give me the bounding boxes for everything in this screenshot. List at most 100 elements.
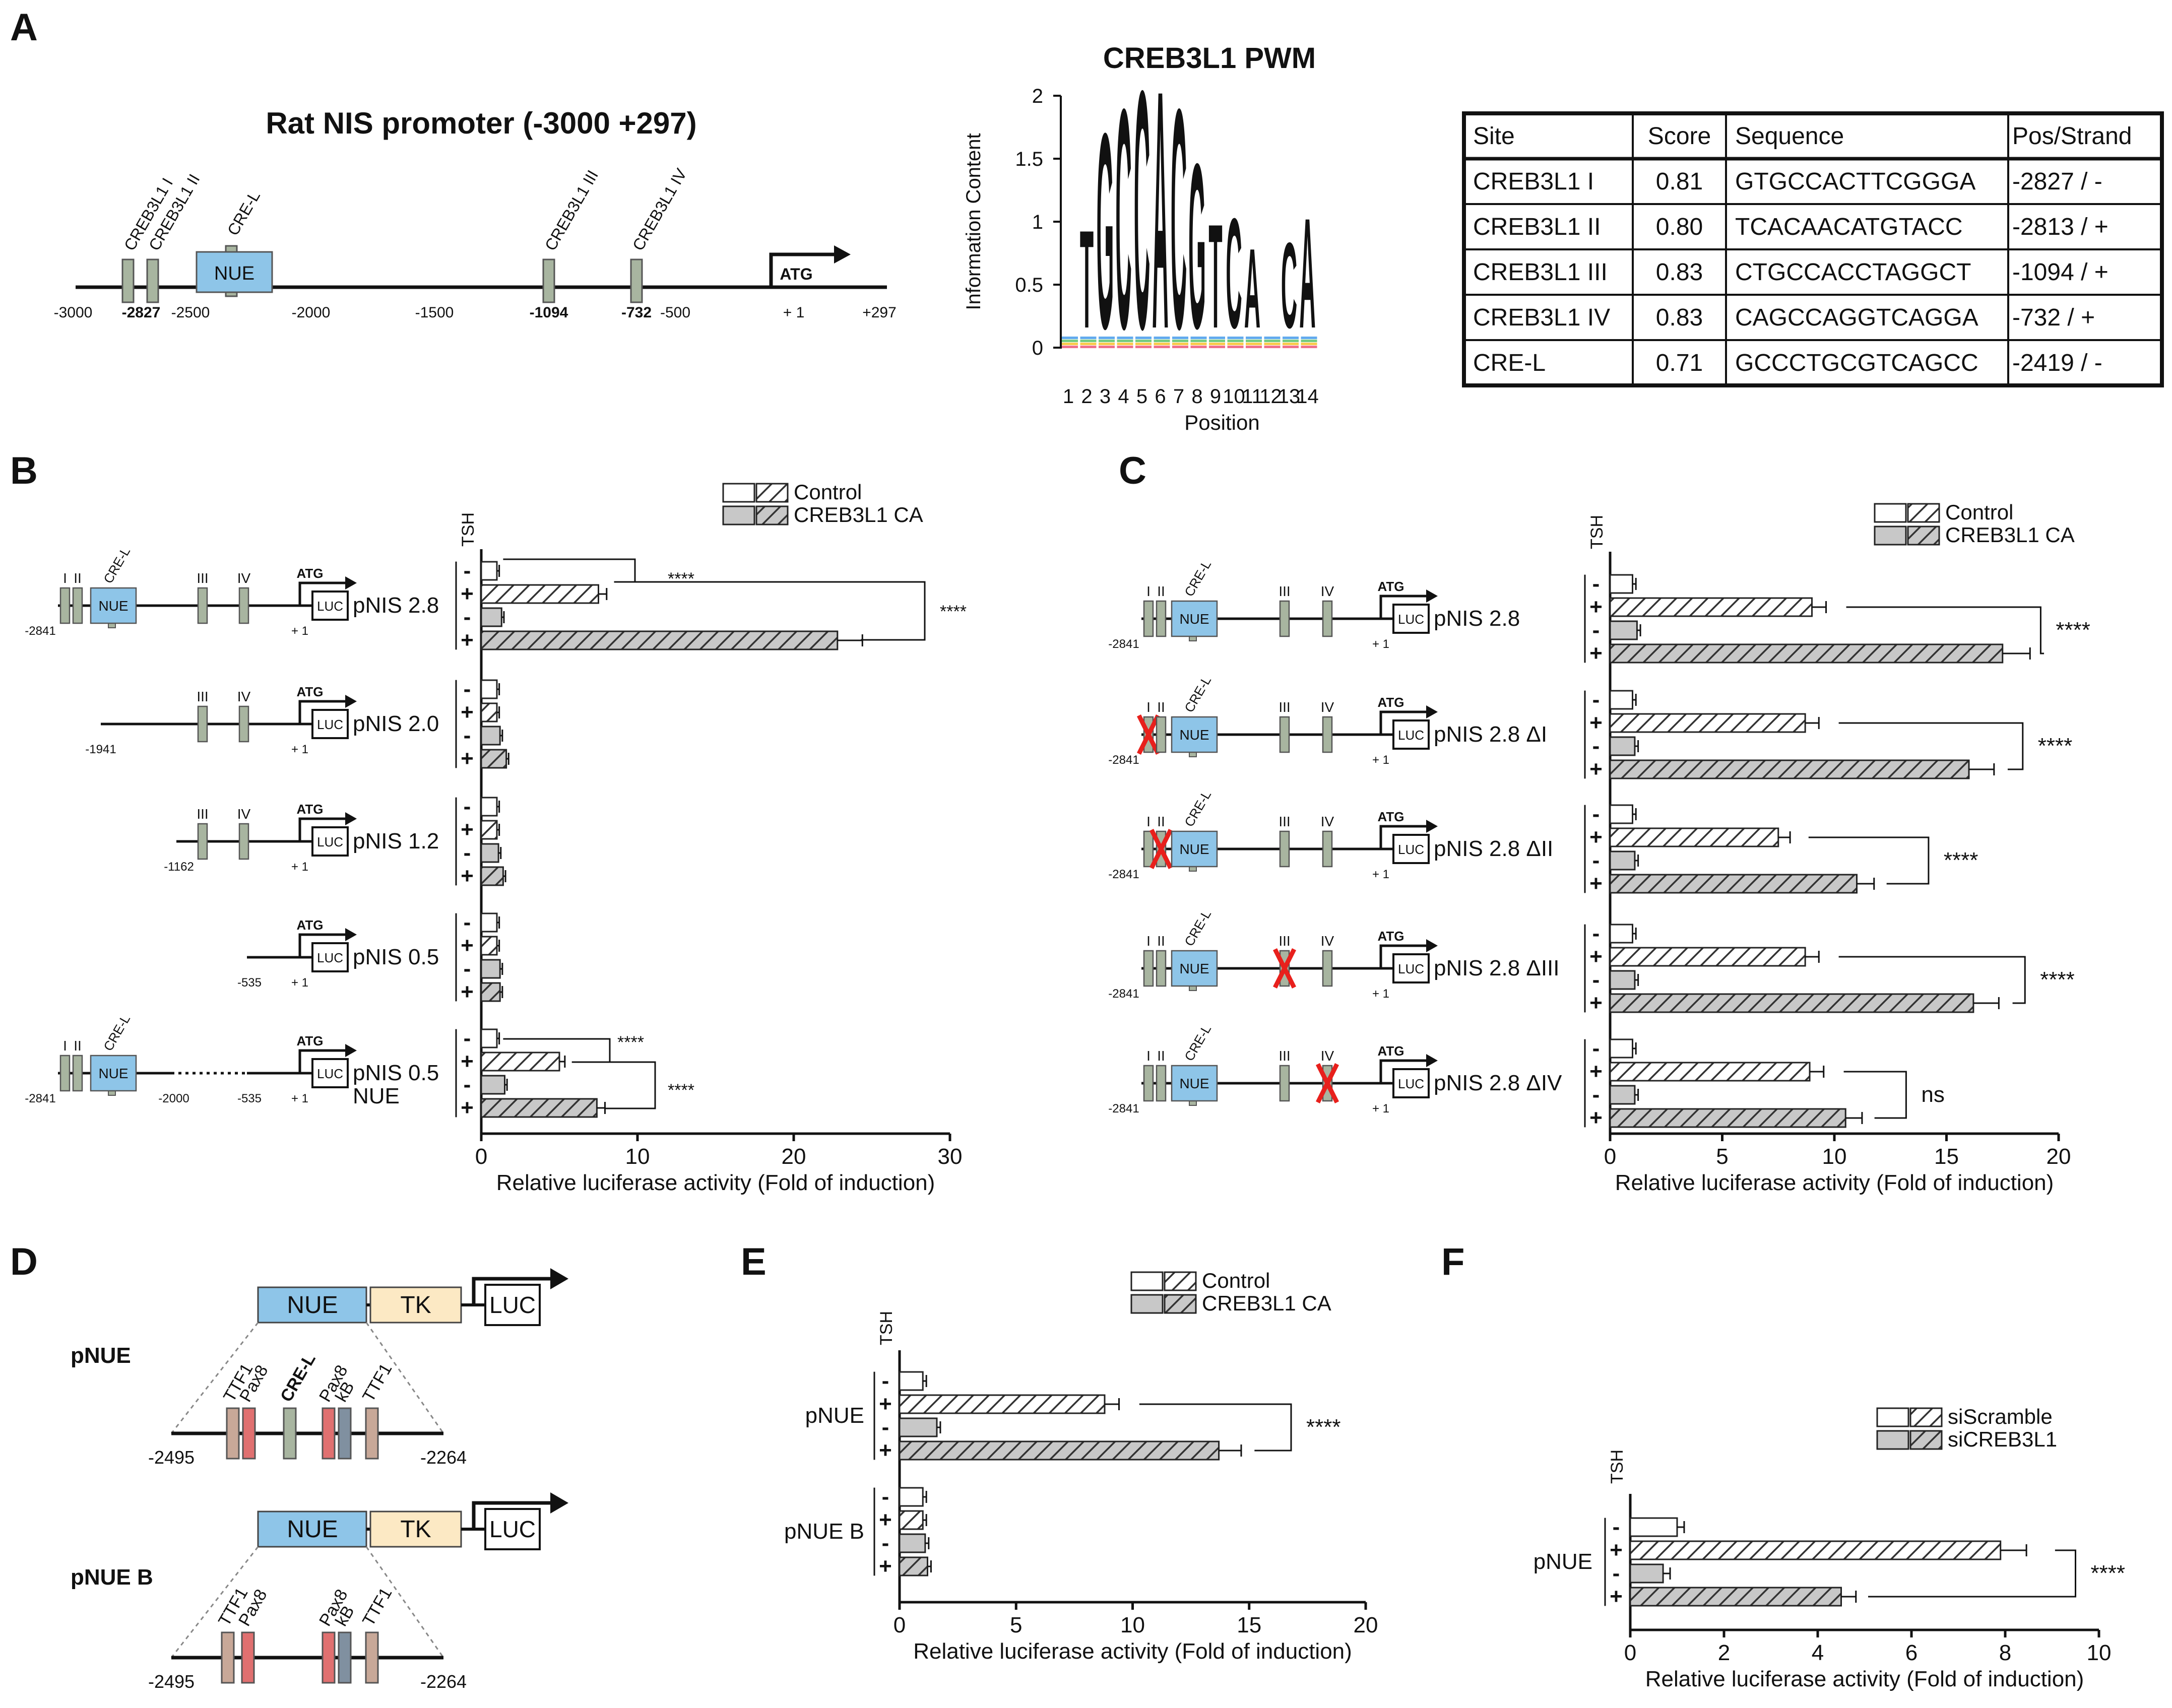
bar <box>899 1487 924 1507</box>
sig-label: **** <box>2091 1561 2126 1586</box>
tsh-sign: + <box>1589 641 1603 666</box>
site-label: CRE-L <box>224 187 264 238</box>
tss-pos: + 1 <box>1372 637 1389 651</box>
table-header: Site <box>1473 123 1515 150</box>
x-tick-label: 5 <box>1716 1144 1728 1169</box>
site-roman: IV <box>237 570 251 586</box>
nue-label: NUE <box>1179 961 1209 976</box>
element-box <box>242 1407 256 1460</box>
element-box <box>221 1631 235 1684</box>
tsh-sign: - <box>1613 1515 1620 1539</box>
position-tick: -2000 <box>292 304 331 321</box>
tss-arrowhead <box>1426 820 1438 833</box>
luc-label: LUC <box>317 599 343 614</box>
element-label: TTF1 <box>359 1360 396 1405</box>
legend-swatch <box>1907 525 1940 546</box>
site-roman: IV <box>1321 1048 1334 1064</box>
tss-arrow <box>1379 710 1429 735</box>
atg-label: ATG <box>1378 929 1404 944</box>
logo-noise <box>1301 346 1317 348</box>
sig-label: **** <box>2056 618 2090 642</box>
tsh-sign: - <box>882 1415 889 1439</box>
atg-label: ATG <box>297 917 324 933</box>
site-box <box>1279 716 1290 753</box>
bar <box>1609 759 1970 779</box>
tss-arrowhead <box>345 576 357 589</box>
panel-label-d: D <box>10 1240 38 1283</box>
bar <box>480 936 498 956</box>
luc-label: LUC <box>317 717 343 732</box>
tsh-sign: + <box>879 1438 892 1463</box>
nue-label: NUE <box>287 1516 338 1543</box>
position-tick: -1500 <box>415 304 454 321</box>
tsh-sign: + <box>461 581 474 606</box>
tsh-sign: + <box>1589 595 1603 619</box>
logo-noise <box>1264 340 1281 342</box>
legend-label: CREB3L1 CA <box>794 503 923 527</box>
logo-noise <box>1264 337 1281 339</box>
promoter-title: Rat NIS promoter (-3000 +297) <box>266 106 696 140</box>
logo-noise <box>1135 340 1152 342</box>
x-tick-label: 5 <box>1010 1613 1022 1637</box>
sig-bracket <box>1843 1071 1907 1119</box>
logo-noise <box>1117 340 1133 342</box>
bar <box>1609 970 1636 990</box>
tsh-sign: + <box>1589 944 1603 969</box>
nue-box <box>257 1510 367 1548</box>
bar <box>480 630 839 650</box>
legend-label: CREB3L1 CA <box>1945 523 2075 547</box>
bar <box>480 959 501 979</box>
construct-pos: -2841 <box>25 1092 55 1105</box>
tsh-sign: + <box>1610 1584 1623 1609</box>
bar <box>1609 643 2004 664</box>
tss-arrowhead <box>345 1044 357 1057</box>
table-cell: -1094 / + <box>2012 259 2109 286</box>
element-box <box>226 1407 240 1460</box>
y-tick-label: 0 <box>1032 337 1043 359</box>
deletion-mark <box>1272 948 1297 989</box>
bar <box>899 1371 924 1391</box>
pnueb-label: pNUE B <box>71 1565 153 1590</box>
tsh-sign: + <box>461 864 474 888</box>
legend-label: siScramble <box>1948 1405 2053 1428</box>
x-axis-label: Relative luciferase activity (Fold of in… <box>1645 1667 2084 1691</box>
site-box <box>1322 600 1333 637</box>
bar <box>480 1028 498 1048</box>
tss-pos: + 1 <box>1372 753 1389 767</box>
table-cell: GTGCCACTTCGGGA <box>1735 168 1975 195</box>
luc-box <box>311 709 349 739</box>
nue-box <box>1171 1065 1218 1102</box>
site-label: CREB3L1 IV <box>629 165 690 254</box>
bar <box>899 1556 928 1576</box>
logo-letter: A <box>1244 225 1260 352</box>
table-cell: -732 / + <box>2012 304 2095 331</box>
site-roman: II <box>1157 933 1165 949</box>
x-tick-label: 20 <box>2047 1144 2071 1169</box>
table-cell: 0.81 <box>1656 168 1703 195</box>
element-box <box>322 1631 336 1684</box>
tsh-sign: - <box>882 1531 889 1555</box>
logo-noise <box>1117 337 1133 339</box>
bar <box>480 982 501 1002</box>
legend-swatch <box>1876 1407 1909 1427</box>
x-tick-label: 0 <box>893 1613 906 1637</box>
x-tick-label: 2 <box>1718 1640 1730 1665</box>
position-tick: -2827 <box>122 304 161 321</box>
logo-noise <box>1099 340 1115 342</box>
luc-box <box>1392 953 1430 983</box>
tsh-sign: - <box>882 1484 889 1509</box>
x-tick-label: 5 <box>1136 385 1147 408</box>
site-roman: II <box>1157 1048 1165 1064</box>
tss-pos: + 1 <box>291 743 308 756</box>
nue-label: NUE <box>287 1292 338 1319</box>
site-box <box>72 587 83 624</box>
tsh-sign: - <box>1592 1082 1600 1107</box>
site-box <box>1156 950 1167 987</box>
bar <box>899 1417 938 1437</box>
luc-label: LUC <box>489 1292 536 1318</box>
tss-arrowhead <box>1426 705 1438 718</box>
tsh-sign: - <box>1592 967 1600 992</box>
legend-label: siCREB3L1 <box>1948 1427 2057 1451</box>
tsh-sign: - <box>1592 1036 1600 1061</box>
x-tick-label: 10 <box>1223 385 1245 408</box>
